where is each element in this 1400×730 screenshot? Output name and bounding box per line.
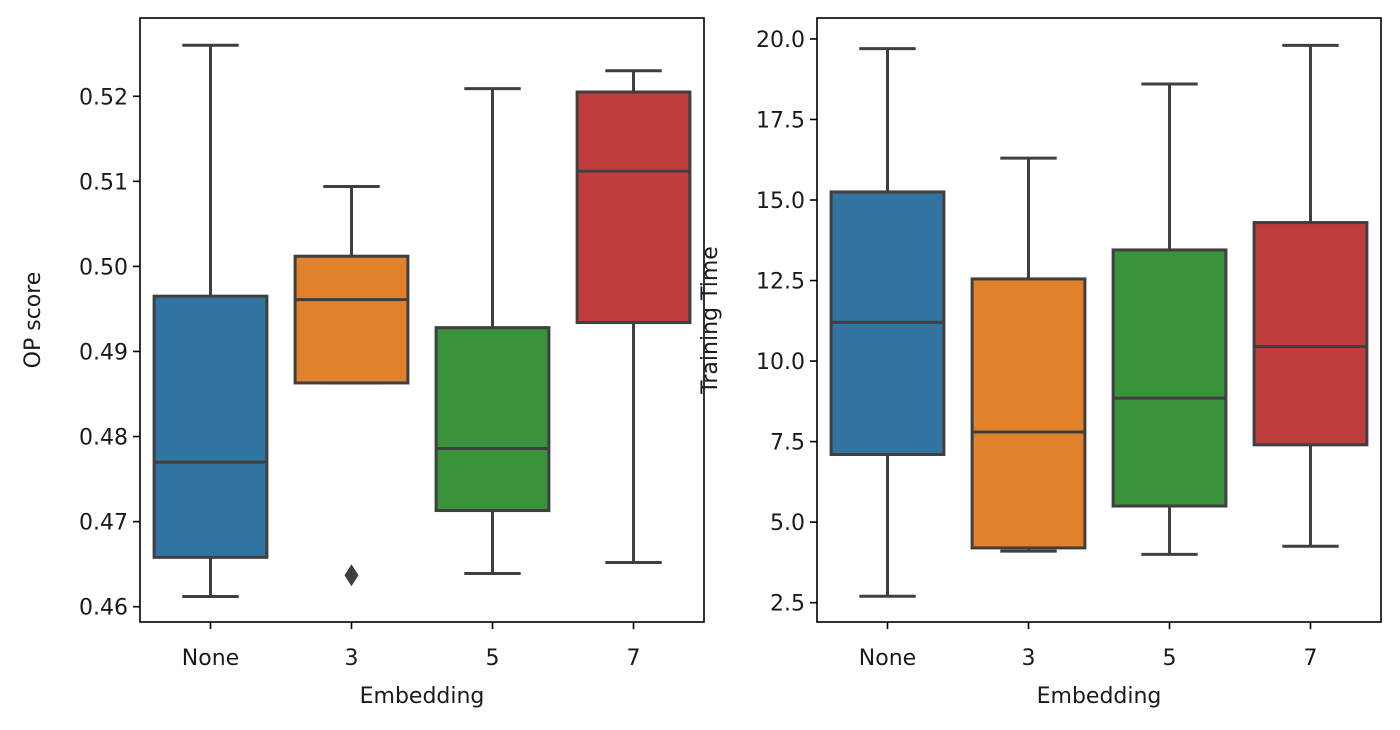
training-time-boxplot-panel: Embedding Training Time 2.5 5.0 7.5 10.0 12.…: [698, 17, 1382, 709]
box-3: [293, 254, 410, 385]
y-axis-label: OP score: [21, 272, 46, 369]
x-tick-label: 7: [1304, 646, 1318, 671]
x-tick-label: 7: [627, 646, 641, 671]
x-tick-label: None: [182, 646, 239, 671]
y-tick-label: 17.5: [756, 108, 805, 133]
y-tick-label: 20.0: [756, 28, 805, 53]
y-tick-label: 10.0: [756, 350, 805, 375]
box-7: [575, 90, 692, 325]
y-tick-label: 0.50: [79, 255, 128, 280]
y-tick-label: 0.46: [79, 596, 128, 621]
box-7: [1252, 221, 1369, 447]
plot-frame: [816, 17, 1382, 623]
x-axis-label: Embedding: [360, 684, 485, 709]
x-tick-label: 3: [1022, 646, 1036, 671]
y-axis-label: Training Time: [698, 246, 723, 395]
op-score-boxplot-panel: Embedding OP score 0.46 0.47 0.48 0.49 0.50 0…: [21, 17, 705, 709]
y-tick-label: 2.5: [770, 592, 805, 617]
x-tick-label: None: [859, 646, 916, 671]
y-tick-label: 5.0: [770, 511, 805, 536]
y-tick-label: 0.47: [79, 511, 128, 536]
y-tick-label: 0.51: [79, 170, 128, 195]
y-tick-label: 15.0: [756, 189, 805, 214]
x-tick-label: 5: [486, 646, 500, 671]
x-tick-label: 3: [345, 646, 359, 671]
y-tick-label: 0.49: [79, 340, 128, 365]
y-tick-label: 0.48: [79, 426, 128, 451]
y-tick-label: 0.52: [79, 85, 128, 110]
y-tick-label: 7.5: [770, 431, 805, 456]
box-5: [434, 326, 551, 513]
box-None: [152, 294, 269, 559]
box-3: [970, 277, 1087, 550]
box-5: [1111, 248, 1228, 508]
x-tick-label: 5: [1163, 646, 1177, 671]
x-axis-label: Embedding: [1037, 684, 1162, 709]
y-tick-label: 12.5: [756, 270, 805, 295]
plot-frame: [139, 17, 705, 623]
outlier-marker: [344, 564, 359, 587]
